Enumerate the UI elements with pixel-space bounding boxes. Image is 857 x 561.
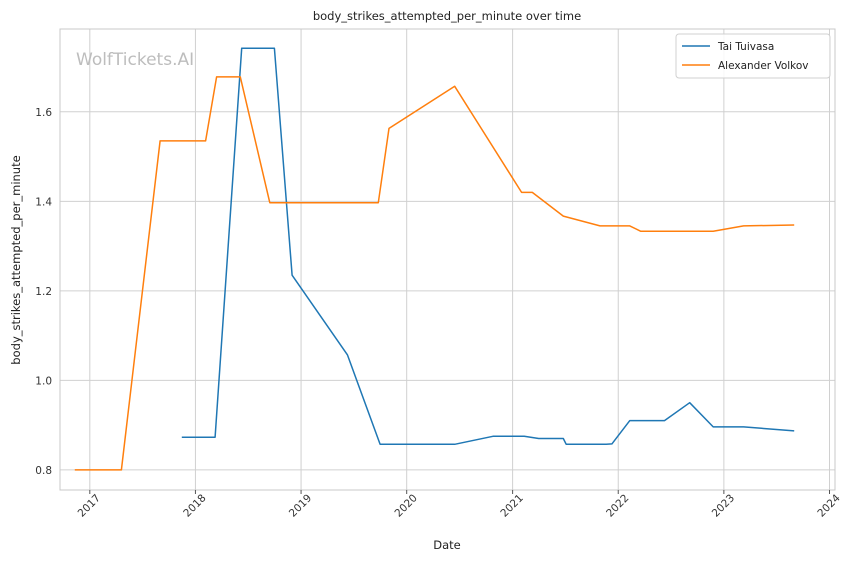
x-tick-label: 2023 bbox=[710, 492, 737, 519]
watermark: WolfTickets.AI bbox=[76, 50, 194, 70]
legend-box bbox=[675, 33, 831, 79]
x-tick-label: 2017 bbox=[76, 492, 103, 519]
y-tick-label: 1.4 bbox=[35, 196, 52, 208]
y-axis-label: body_strikes_attempted_per_minute bbox=[9, 155, 23, 364]
grid bbox=[60, 29, 835, 490]
legend-entry: Alexander Volkov bbox=[718, 60, 809, 72]
series-layer bbox=[74, 47, 795, 471]
x-tick-label: 2020 bbox=[393, 492, 420, 519]
x-tick-label: 2022 bbox=[604, 492, 631, 519]
legend: Tai Tuivasa Alexander Volkov bbox=[675, 33, 831, 79]
chart-title: body_strikes_attempted_per_minute over t… bbox=[313, 9, 581, 23]
x-tick-label: 2018 bbox=[181, 492, 208, 519]
x-axis-label: Date bbox=[433, 538, 461, 552]
y-tick-label: 0.8 bbox=[35, 465, 52, 477]
series-line bbox=[181, 47, 795, 446]
y-tick-label: 1.2 bbox=[35, 286, 52, 298]
x-tick-label: 2021 bbox=[498, 492, 525, 519]
plot-frame bbox=[59, 28, 836, 491]
x-tick-label: 2024 bbox=[815, 492, 843, 520]
y-tick-label: 1.6 bbox=[35, 107, 52, 119]
legend-entry: Tai Tuivasa bbox=[717, 41, 774, 53]
series-line bbox=[74, 76, 795, 471]
x-tick-label: 2019 bbox=[287, 492, 314, 519]
y-tick-label: 1.0 bbox=[35, 375, 52, 387]
